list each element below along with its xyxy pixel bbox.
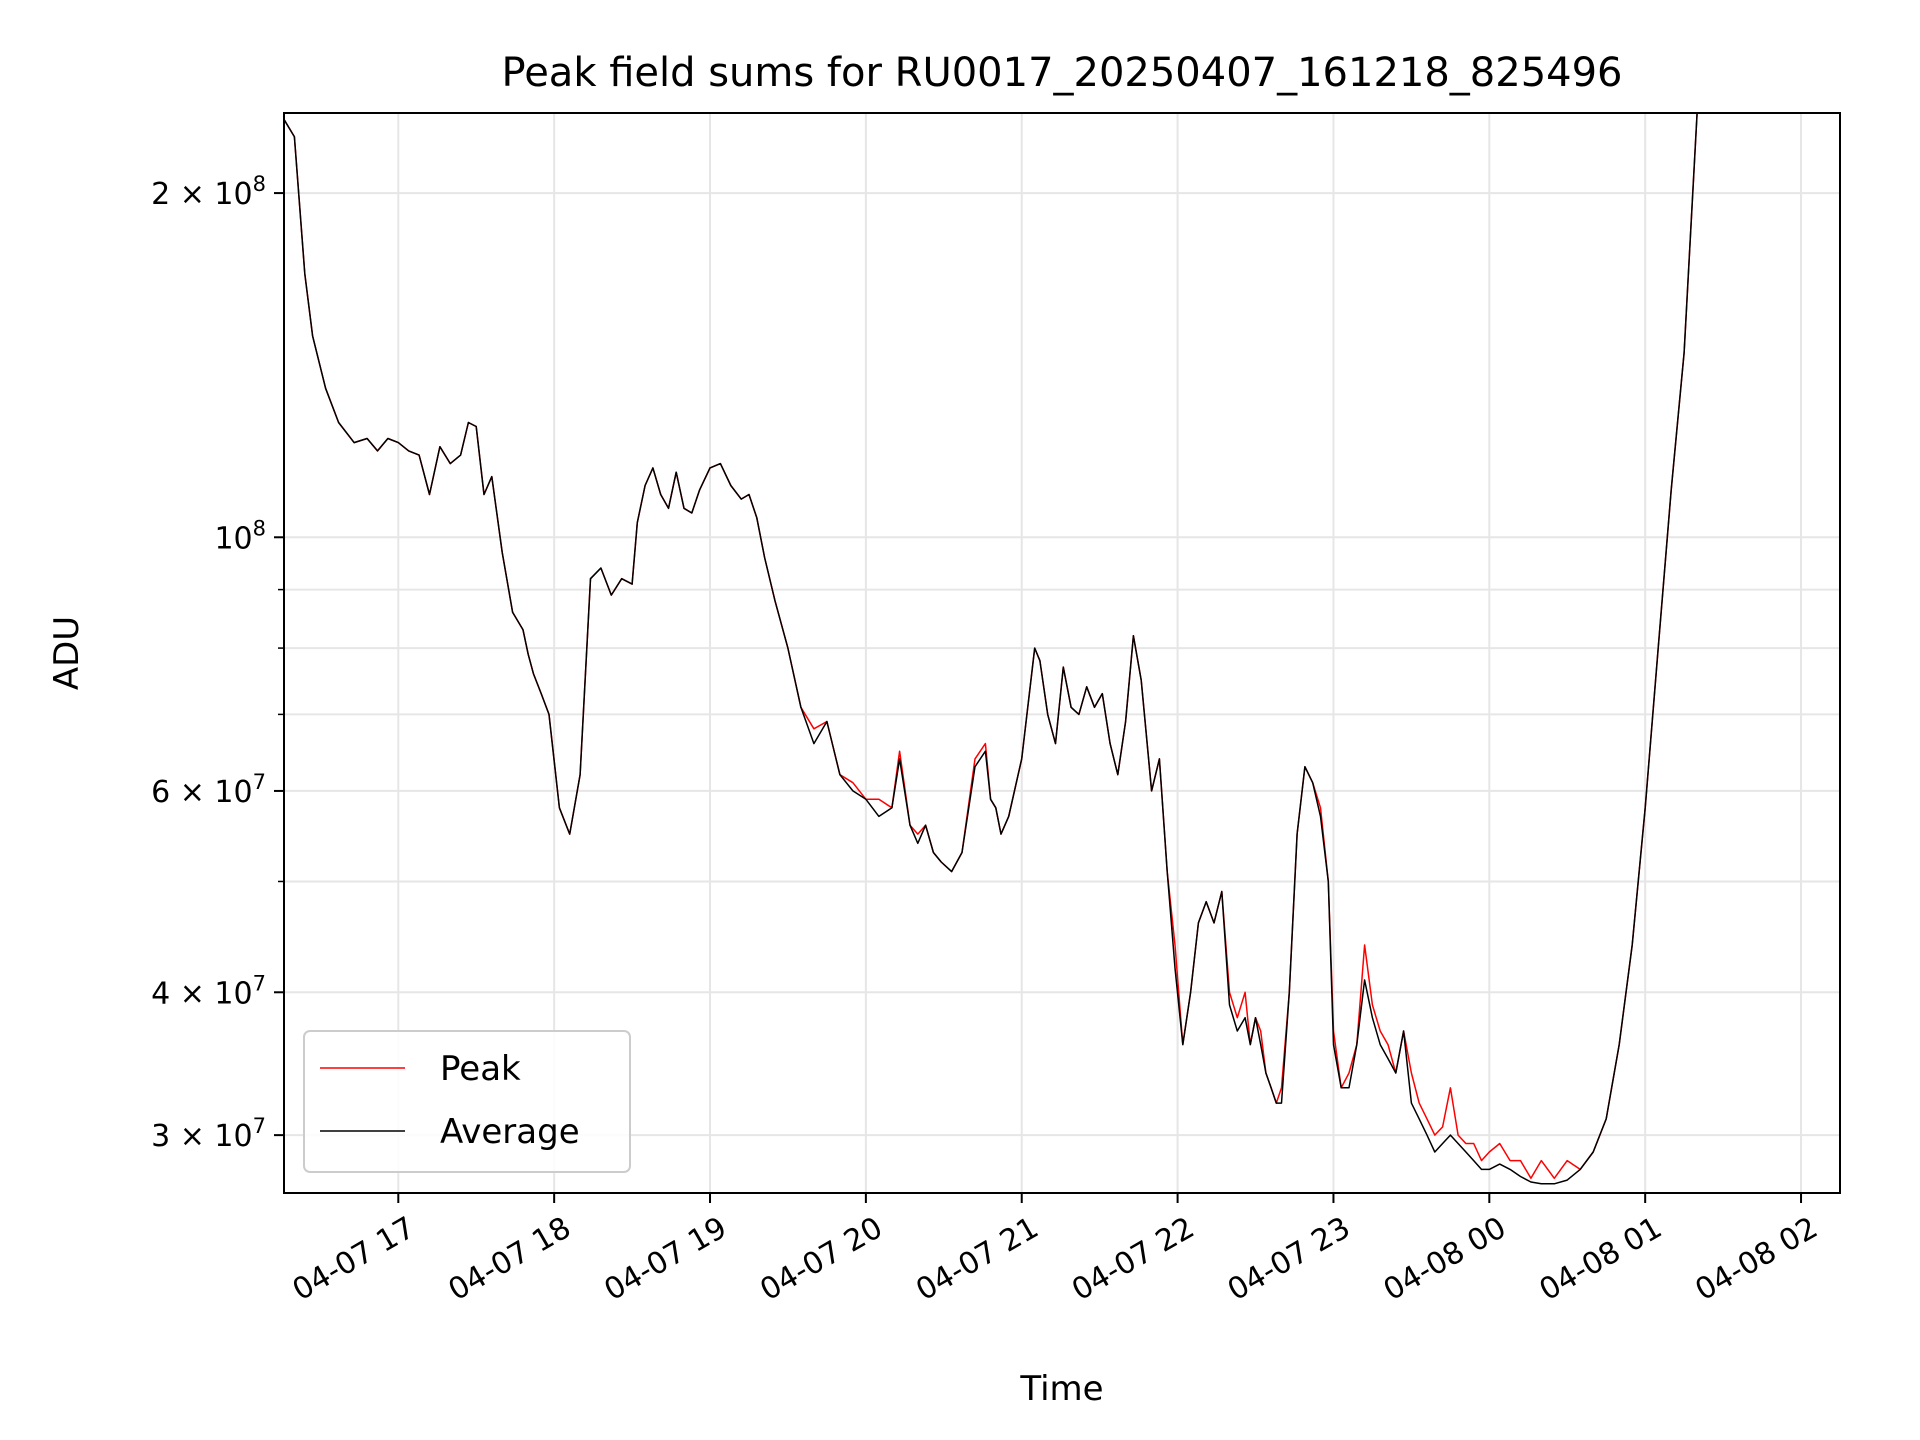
y-tick-label: 2 × 108 (151, 172, 266, 212)
series-layer (284, 113, 1698, 1185)
x-tick-label: 04-07 22 (1066, 1210, 1200, 1308)
x-tick-label: 04-07 17 (287, 1210, 421, 1308)
series-average-line (284, 113, 1698, 1185)
legend-box (303, 1030, 631, 1173)
legend-label-average: Average (440, 1112, 580, 1152)
x-tick-label: 04-08 02 (1690, 1210, 1824, 1308)
plot-frame (283, 112, 1841, 1194)
x-tick-label: 04-07 19 (598, 1210, 732, 1308)
chart-title: Peak field sums for RU0017_20250407_1612… (502, 50, 1623, 96)
legend-label-peak: Peak (440, 1049, 521, 1089)
x-tick-label: 04-08 00 (1378, 1210, 1512, 1308)
y-axis-title: ADU (47, 616, 87, 690)
x-tick-label: 04-07 18 (443, 1210, 577, 1308)
series-peak-line (284, 113, 1698, 1180)
y-tick-label: 6 × 107 (151, 770, 266, 810)
x-axis: 04-07 17 04-07 18 04-07 19 04-07 20 04-07 21… (287, 1193, 1824, 1308)
y-tick-label: 108 (214, 516, 266, 556)
x-tick-label: 04-07 20 (754, 1210, 888, 1308)
legend: Peak Average (303, 1030, 631, 1173)
x-axis-title: Time (1019, 1369, 1103, 1409)
x-tick-label: 04-07 23 (1222, 1210, 1356, 1308)
y-tick-label: 3 × 107 (151, 1114, 266, 1154)
y-axis: 3 × 107 4 × 107 6 × 107 108 2 × 108 (151, 172, 284, 1154)
y-tick-label: 4 × 107 (151, 971, 266, 1011)
x-tick-label: 04-08 01 (1534, 1210, 1668, 1308)
x-tick-label: 04-07 21 (910, 1210, 1044, 1308)
